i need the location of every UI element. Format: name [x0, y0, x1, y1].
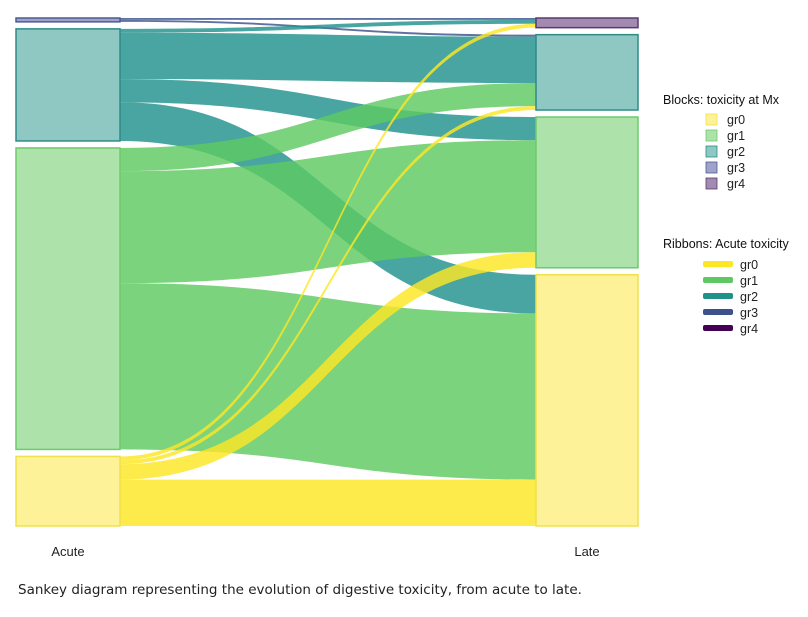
- ribbon-gr0-to-gr1: [120, 252, 536, 480]
- legend-blocks-title: Blocks: toxicity at Mx: [663, 93, 780, 107]
- figure-caption: Sankey diagram representing the evolutio…: [18, 582, 582, 598]
- block-acute-gr0: [15, 455, 121, 527]
- legend-block-label-gr3: gr3: [727, 161, 745, 175]
- ribbon-gr2-to-gr4: [120, 19, 536, 33]
- ribbon-gr0-to-gr4: [120, 23, 536, 461]
- blocks-layer: [15, 17, 639, 527]
- block-late-gr1: [535, 116, 639, 269]
- block-acute-gr3: [15, 17, 121, 23]
- legend-ribbon-label-gr0: gr0: [740, 258, 758, 272]
- block-acute-gr2: [15, 28, 121, 142]
- axis-label-late: Late: [574, 544, 599, 559]
- legend-block-label-gr4: gr4: [727, 177, 745, 191]
- legend-block-label-gr2: gr2: [727, 145, 745, 159]
- legend-block-swatch-gr0: [705, 113, 718, 126]
- axis-labels: Acute Late: [51, 544, 599, 559]
- ribbon-gr0-to-gr2: [120, 106, 536, 465]
- legend-block-label-gr1: gr1: [727, 129, 745, 143]
- legend-ribbon-swatch-gr0: [703, 261, 733, 267]
- legend-ribbon-swatch-gr1: [703, 277, 733, 283]
- ribbon-gr2-to-gr1: [120, 79, 536, 141]
- legend-ribbon-swatch-gr3: [703, 309, 733, 315]
- block-late-gr0: [535, 274, 639, 527]
- legend-ribbon-swatch-gr2: [703, 293, 733, 299]
- legend-block-swatch-gr2: [705, 145, 718, 158]
- legend-ribbon-label-gr2: gr2: [740, 290, 758, 304]
- legend-block-swatch-gr1: [705, 129, 718, 142]
- legend-block-swatch-gr3: [705, 161, 718, 174]
- block-late-gr4: [535, 17, 639, 29]
- legend-ribbon-label-gr3: gr3: [740, 306, 758, 320]
- ribbon-gr3-to-gr4: [120, 18, 536, 20]
- legend-ribbon-swatch-gr4: [703, 325, 733, 331]
- ribbon-gr0-to-gr0: [120, 479, 536, 526]
- ribbon-gr1-to-gr1: [120, 140, 536, 284]
- legend-block-swatch-gr4: [705, 177, 718, 190]
- legend-ribbons-title: Ribbons: Acute toxicity: [663, 237, 790, 251]
- block-late-gr2: [535, 33, 639, 111]
- legend-ribbon-label-gr1: gr1: [740, 274, 758, 288]
- legend-block-label-gr0: gr0: [727, 113, 745, 127]
- axis-label-acute: Acute: [51, 544, 84, 559]
- ribbon-gr1-to-gr0: [120, 283, 536, 480]
- legend-ribbon-label-gr4: gr4: [740, 322, 758, 336]
- ribbon-gr1-to-gr2: [120, 82, 536, 172]
- ribbons-layer: [120, 18, 536, 526]
- legend: Blocks: toxicity at Mx gr0 gr1 gr2 gr3 gr4 Rib…: [663, 93, 790, 336]
- block-acute-gr1: [15, 147, 121, 451]
